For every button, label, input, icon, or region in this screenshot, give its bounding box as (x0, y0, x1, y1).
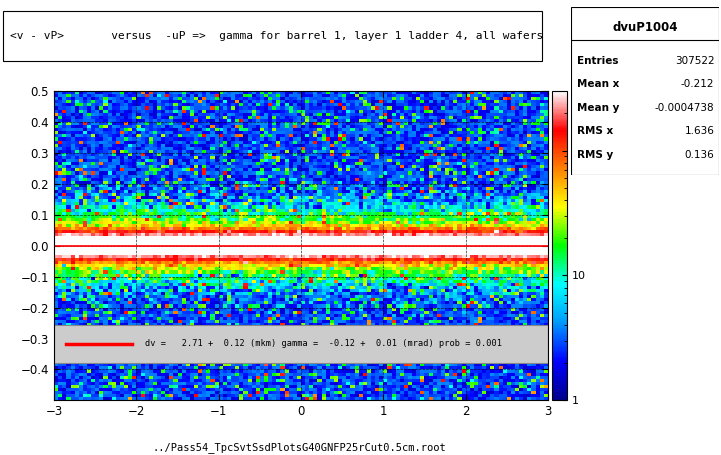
Text: Entries: Entries (577, 56, 619, 66)
Text: 1.636: 1.636 (684, 126, 715, 136)
Text: Mean y: Mean y (577, 103, 619, 113)
Bar (3, 11, 541, 61)
Text: -0.0004738: -0.0004738 (655, 103, 715, 113)
Text: 0.136: 0.136 (685, 150, 715, 160)
Text: Mean x: Mean x (577, 79, 619, 89)
Bar (54, 324, 548, 363)
Text: RMS y: RMS y (577, 150, 613, 160)
Text: <v - vP>       versus  -uP =>  gamma for barrel 1, layer 1 ladder 4, all wafers: <v - vP> versus -uP => gamma for barrel … (10, 31, 543, 41)
Text: ../Pass54_TpcSvtSsdPlotsG40GNFP25rCut0.5cm.root: ../Pass54_TpcSvtSsdPlotsG40GNFP25rCut0.5… (152, 442, 446, 453)
Text: -0.212: -0.212 (681, 79, 715, 89)
Text: 307522: 307522 (675, 56, 715, 66)
Text: dv =   2.71 +  0.12 (mkm) gamma =  -0.12 +  0.01 (mrad) prob = 0.001: dv = 2.71 + 0.12 (mkm) gamma = -0.12 + 0… (145, 339, 502, 349)
Text: RMS x: RMS x (577, 126, 613, 136)
Text: dvuP1004: dvuP1004 (612, 21, 678, 34)
